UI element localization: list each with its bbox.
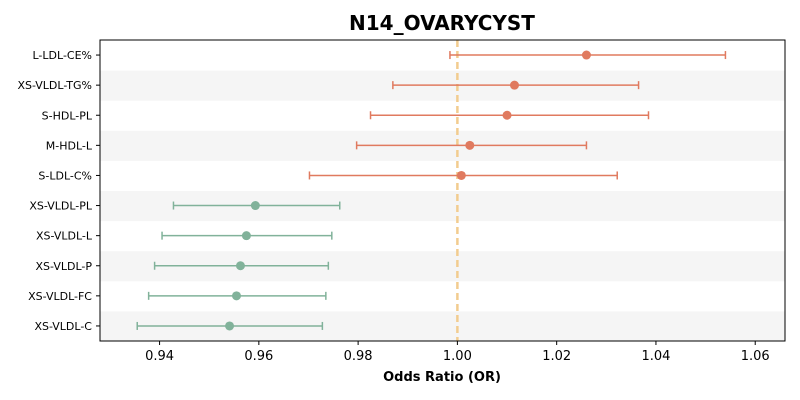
y-tick-label: XS-VLDL-FC xyxy=(28,290,92,303)
x-axis: 0.94 0.96 0.98 1.00 1.02 1.04 1.06 xyxy=(145,341,770,364)
plot-frame xyxy=(99,39,786,342)
y-tick-label: XS-VLDL-C xyxy=(34,320,92,333)
row-estimate xyxy=(449,50,727,60)
or-point xyxy=(465,140,475,150)
x-tick-label: 1.00 xyxy=(443,349,472,364)
row-estimate xyxy=(153,261,330,271)
x-axis-label: Odds Ratio (OR) xyxy=(383,370,501,385)
row-estimate xyxy=(355,140,588,150)
row-estimate xyxy=(172,201,341,211)
row-estimate xyxy=(136,321,324,331)
x-tick-label: 0.98 xyxy=(344,349,373,364)
y-tick-label: M-HDL-L xyxy=(46,139,93,152)
or-point xyxy=(250,201,260,211)
x-tick-label: 1.06 xyxy=(741,349,770,364)
row-estimate xyxy=(147,291,327,301)
or-point xyxy=(509,80,519,90)
data-marks xyxy=(136,50,727,331)
row-estimate xyxy=(161,231,333,241)
or-point xyxy=(241,231,251,241)
row-estimate xyxy=(392,80,640,90)
or-point xyxy=(235,261,245,271)
or-point xyxy=(502,110,512,120)
y-axis: L-LDL-CE% XS-VLDL-TG% S-HDL-PL M-HDL-L S-LDL… xyxy=(17,49,100,333)
or-point xyxy=(225,321,235,331)
or-point xyxy=(581,50,591,60)
x-tick-label: 1.02 xyxy=(542,349,571,364)
y-tick-label: XS-VLDL-TG% xyxy=(17,79,92,92)
y-tick-label: XS-VLDL-PL xyxy=(29,200,93,213)
y-tick-label: S-LDL-C% xyxy=(38,169,92,182)
y-tick-label: XS-VLDL-P xyxy=(35,260,92,273)
or-point xyxy=(456,170,466,180)
or-point xyxy=(232,291,242,301)
x-tick-label: 0.94 xyxy=(145,349,174,364)
chart-title: N14_OVARYCYST xyxy=(349,11,535,35)
x-tick-label: 1.04 xyxy=(641,349,670,364)
y-tick-label: XS-VLDL-L xyxy=(36,230,93,243)
row-estimate xyxy=(369,110,650,120)
y-tick-label: S-HDL-PL xyxy=(42,109,93,122)
x-tick-label: 0.96 xyxy=(244,349,273,364)
row-estimate xyxy=(308,170,618,180)
y-tick-label: L-LDL-CE% xyxy=(33,49,93,62)
